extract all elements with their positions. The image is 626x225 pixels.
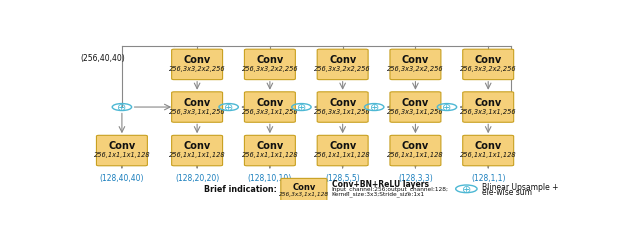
FancyBboxPatch shape [96, 136, 147, 166]
FancyBboxPatch shape [317, 92, 368, 123]
Text: 256,1x1,1x1,128: 256,1x1,1x1,128 [387, 151, 444, 157]
Text: Conv: Conv [183, 97, 211, 107]
Text: 256,3x3,1x1,256: 256,3x3,1x1,256 [314, 108, 371, 114]
Text: Conv: Conv [402, 55, 429, 65]
FancyBboxPatch shape [390, 92, 441, 123]
FancyBboxPatch shape [317, 50, 368, 80]
FancyBboxPatch shape [281, 179, 327, 203]
Text: 256,3x3,2x2,256: 256,3x3,2x2,256 [242, 66, 298, 72]
Text: ele-wise sum: ele-wise sum [482, 187, 532, 196]
FancyBboxPatch shape [317, 136, 368, 166]
Text: Blinear Upsample +: Blinear Upsample + [482, 182, 558, 191]
Text: Conv: Conv [256, 55, 284, 65]
Text: 256,1x1,1x1,128: 256,1x1,1x1,128 [169, 151, 225, 157]
Text: (128,5,5): (128,5,5) [326, 173, 360, 182]
Text: Conv: Conv [329, 141, 356, 151]
FancyBboxPatch shape [390, 50, 441, 80]
Text: 256,3x3,1x1,128: 256,3x3,1x1,128 [279, 191, 329, 196]
Text: (128,20,20): (128,20,20) [175, 173, 219, 182]
Text: Conv: Conv [475, 141, 502, 151]
FancyBboxPatch shape [172, 136, 223, 166]
Text: Input_channel:256;output_channel:128;: Input_channel:256;output_channel:128; [332, 186, 449, 191]
Text: ⊕: ⊕ [462, 184, 471, 194]
Text: Conv+BN+ReLU layers: Conv+BN+ReLU layers [332, 179, 429, 188]
Text: 256,1x1,1x1,128: 256,1x1,1x1,128 [314, 151, 371, 157]
FancyBboxPatch shape [244, 50, 295, 80]
FancyBboxPatch shape [463, 50, 514, 80]
Text: (128,3,3): (128,3,3) [398, 173, 433, 182]
Text: 256,1x1,1x1,128: 256,1x1,1x1,128 [94, 151, 150, 157]
Text: 256,3x3,2x2,256: 256,3x3,2x2,256 [460, 66, 516, 72]
Text: Conv: Conv [475, 55, 502, 65]
FancyBboxPatch shape [244, 136, 295, 166]
Text: (128,10,10): (128,10,10) [248, 173, 292, 182]
Text: Conv: Conv [256, 141, 284, 151]
FancyBboxPatch shape [244, 92, 295, 123]
Text: Conv: Conv [402, 141, 429, 151]
Text: Conv: Conv [475, 97, 502, 107]
Text: Conv: Conv [402, 97, 429, 107]
Text: Conv: Conv [256, 97, 284, 107]
Text: 256,3x3,2x2,256: 256,3x3,2x2,256 [169, 66, 225, 72]
Text: Conv: Conv [183, 141, 211, 151]
FancyBboxPatch shape [390, 136, 441, 166]
Text: 256,3x3,1x1,256: 256,3x3,1x1,256 [460, 108, 516, 114]
Text: Conv: Conv [183, 55, 211, 65]
Text: Conv: Conv [292, 182, 316, 191]
Text: 256,1x1,1x1,128: 256,1x1,1x1,128 [242, 151, 298, 157]
Text: ⊕: ⊕ [117, 103, 126, 112]
FancyBboxPatch shape [463, 136, 514, 166]
Text: 256,3x3,1x1,256: 256,3x3,1x1,256 [387, 108, 444, 114]
Text: (128,1,1): (128,1,1) [471, 173, 505, 182]
Text: Conv: Conv [329, 55, 356, 65]
Text: 256,3x3,2x2,256: 256,3x3,2x2,256 [314, 66, 371, 72]
Text: Brief indication:: Brief indication: [204, 184, 277, 194]
Text: ⊕: ⊕ [369, 103, 379, 112]
Text: (128,40,40): (128,40,40) [100, 173, 144, 182]
Text: ⊕: ⊕ [297, 103, 306, 112]
Text: 256,3x3,2x2,256: 256,3x3,2x2,256 [387, 66, 444, 72]
Text: 256,3x3,1x1,256: 256,3x3,1x1,256 [242, 108, 298, 114]
FancyBboxPatch shape [172, 50, 223, 80]
FancyBboxPatch shape [172, 92, 223, 123]
Text: (256,40,40): (256,40,40) [81, 54, 125, 63]
FancyBboxPatch shape [463, 92, 514, 123]
Text: Kernel_size:3x3;Stride_size:1x1: Kernel_size:3x3;Stride_size:1x1 [332, 191, 425, 196]
Text: Conv: Conv [108, 141, 136, 151]
Text: 256,1x1,1x1,128: 256,1x1,1x1,128 [460, 151, 516, 157]
Text: ⊕: ⊕ [224, 103, 233, 112]
Text: (c): (c) [300, 182, 313, 192]
Text: 256,3x3,1x1,256: 256,3x3,1x1,256 [169, 108, 225, 114]
Text: ⊕: ⊕ [443, 103, 451, 112]
Text: Conv: Conv [329, 97, 356, 107]
